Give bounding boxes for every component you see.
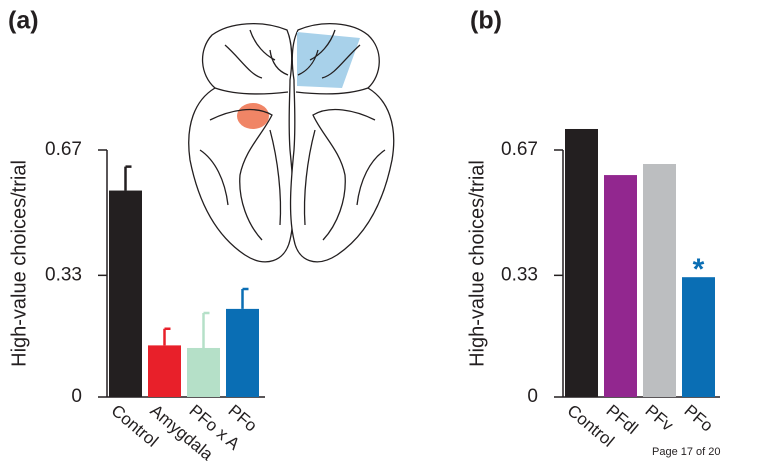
bar [226, 308, 259, 397]
bar [109, 190, 142, 397]
panel-label: (b) [470, 7, 502, 35]
bar [565, 128, 598, 397]
bar [604, 175, 637, 397]
bar [643, 164, 676, 397]
annotation: * [693, 253, 705, 286]
y-axis-title: High-value choices/trial [8, 160, 30, 367]
y-tick-label: 0 [71, 386, 82, 407]
y-tick-label: 0.33 [45, 264, 82, 285]
y-tick-label: 0.67 [45, 139, 82, 160]
error-bar [241, 287, 249, 309]
bar [187, 347, 220, 397]
x-tick-label: PFv [642, 401, 678, 435]
error-bar [124, 165, 132, 191]
bar [682, 277, 715, 397]
y-axis-title: High-value choices/trial [466, 160, 488, 367]
y-tick-label: 0 [527, 386, 538, 407]
error-bar [202, 311, 210, 348]
panel-label: (a) [8, 7, 39, 35]
error-bar [163, 327, 171, 346]
y-tick-label: 0.67 [501, 139, 538, 160]
bar [148, 345, 181, 397]
brain-illustration [188, 23, 395, 263]
x-tick-label: PFo [681, 401, 717, 436]
page-footer: Page 17 of 20 [652, 446, 721, 458]
y-tick-label: 0.33 [501, 264, 538, 285]
